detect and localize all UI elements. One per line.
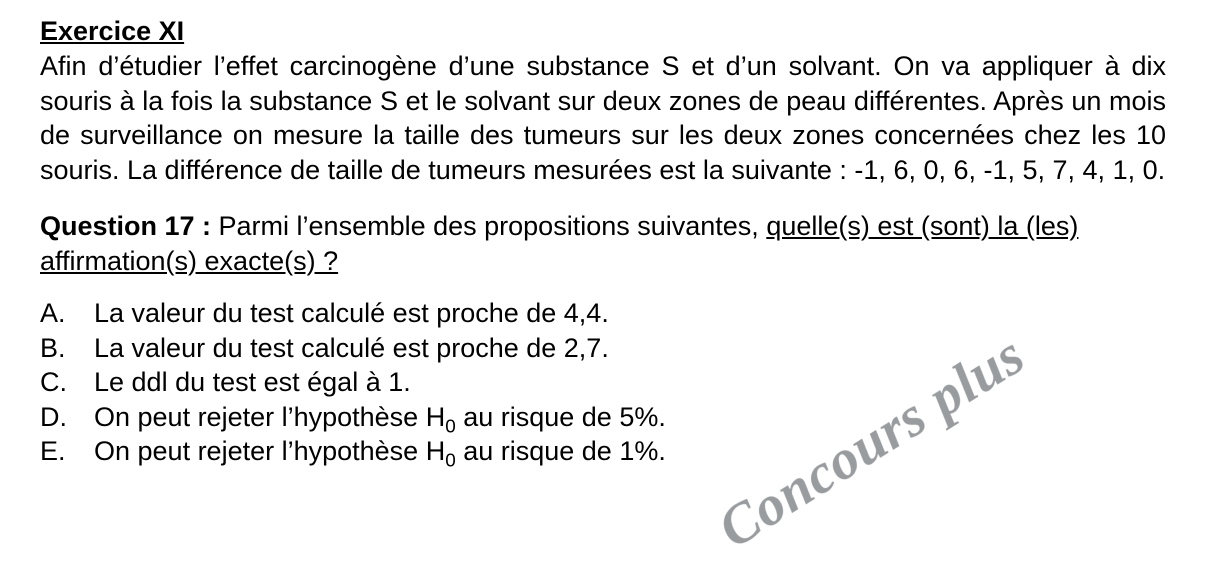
option-text-post: au risque de 5%. — [456, 402, 666, 432]
option-letter: D. — [40, 400, 94, 435]
option-text: On peut rejeter l’hypothèse H0 au risque… — [94, 434, 666, 469]
exercise-paragraph: Afin d’étudier l’effet carcinogène d’une… — [40, 49, 1166, 187]
option-letter: B. — [40, 331, 94, 366]
option-e: E. On peut rejeter l’hypothèse H0 au ris… — [40, 434, 1166, 469]
option-d: D. On peut rejeter l’hypothèse H0 au ris… — [40, 400, 1166, 435]
option-c: C. Le ddl du test est égal à 1. — [40, 365, 1166, 400]
option-letter: C. — [40, 365, 94, 400]
question-lead: Parmi l’ensemble des propositions suivan… — [211, 211, 766, 241]
option-text-sub: 0 — [445, 451, 456, 472]
option-text-post: au risque de 1%. — [456, 436, 666, 466]
option-text: Le ddl du test est égal à 1. — [94, 365, 411, 400]
options-list: A. La valeur du test calculé est proche … — [40, 296, 1166, 469]
option-text: La valeur du test calculé est proche de … — [94, 331, 609, 366]
option-text-pre: On peut rejeter l’hypothèse H — [94, 436, 445, 466]
option-letter: E. — [40, 434, 94, 469]
option-text: La valeur du test calculé est proche de … — [94, 296, 609, 331]
exercise-title: Exercice XI — [40, 16, 1166, 47]
option-letter: A. — [40, 296, 94, 331]
option-text: On peut rejeter l’hypothèse H0 au risque… — [94, 400, 666, 435]
option-b: B. La valeur du test calculé est proche … — [40, 331, 1166, 366]
question-line: Question 17 : Parmi l’ensemble des propo… — [40, 209, 1166, 278]
exercise-page: Exercice XI Afin d’étudier l’effet carci… — [0, 0, 1206, 569]
option-text-pre: On peut rejeter l’hypothèse H — [94, 402, 445, 432]
question-label: Question 17 : — [40, 211, 211, 241]
option-a: A. La valeur du test calculé est proche … — [40, 296, 1166, 331]
